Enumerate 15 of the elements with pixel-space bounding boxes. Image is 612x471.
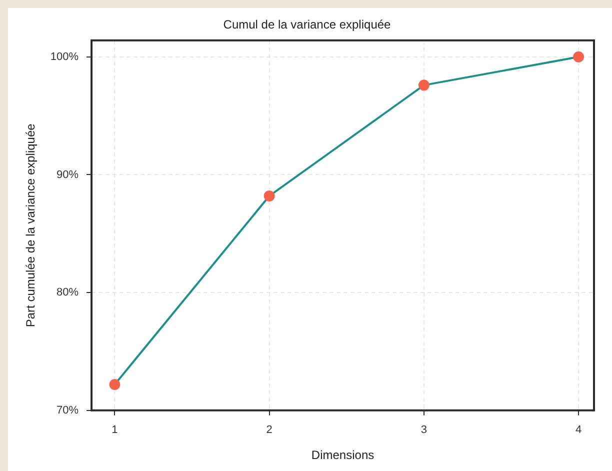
x-axis-title: Dimensions: [311, 448, 374, 462]
chart-title: Cumul de la variance expliquée: [223, 18, 392, 32]
point: [418, 80, 430, 91]
y-axis-title: Part cumulée de la variance expliquée: [24, 123, 38, 328]
point: [573, 51, 584, 62]
y-tick-label: 100%: [50, 50, 79, 63]
x-tick-label: 4: [575, 424, 582, 436]
x-tick-label: 3: [420, 424, 427, 436]
point: [264, 190, 275, 202]
y-tick-label: 70%: [56, 404, 79, 416]
y-tick-label: 80%: [56, 286, 79, 299]
x-tick-label: 2: [266, 424, 272, 436]
x-tick-label: 1: [112, 424, 118, 436]
point: [109, 378, 120, 390]
y-tick-label: 90%: [56, 168, 79, 181]
